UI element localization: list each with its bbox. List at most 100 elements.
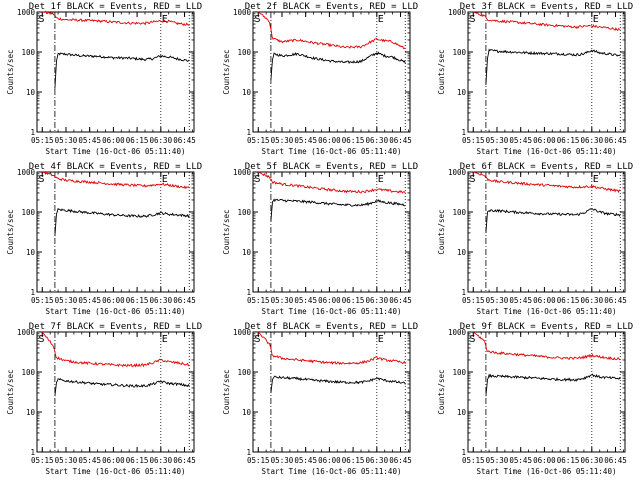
marker-e: E	[378, 334, 384, 345]
x-tick-label: 06:30	[581, 456, 604, 465]
x-tick-label: 06:15	[557, 136, 580, 145]
x-tick-label: 06:30	[366, 136, 389, 145]
y-tick-label: 1	[30, 448, 35, 457]
y-tick-label: 100	[237, 368, 251, 377]
x-tick-label: 05:30	[271, 456, 294, 465]
x-tick-label: 05:30	[271, 136, 294, 145]
y-axis-label: Counts/sec	[6, 49, 15, 94]
y-tick-label: 10	[26, 408, 36, 417]
y-tick-label: 1	[30, 128, 35, 137]
x-tick-label: 05:15	[462, 136, 485, 145]
x-tick-label: 06:00	[318, 456, 341, 465]
x-axis-label: Start Time (16-Oct-06 05:11:40)	[46, 147, 186, 156]
x-tick-label: 06:00	[318, 136, 341, 145]
panel-3: Det 3f BLACK = Events, RED = LLD Counts/s…	[437, 2, 633, 156]
plot-frame	[36, 171, 195, 293]
y-tick-label: 10	[457, 88, 467, 97]
y-tick-label: 100	[237, 48, 251, 57]
marker-e: E	[162, 14, 168, 25]
x-axis-label: Start Time (16-Oct-06 05:11:40)	[262, 467, 402, 476]
y-tick-label: 10	[457, 408, 467, 417]
panel-8: Det 8f BLACK = Events, RED = LLD Counts/s…	[222, 322, 418, 476]
lld-series-line	[473, 331, 621, 361]
panel-7: Det 7f BLACK = Events, RED = LLD Counts/s…	[6, 322, 202, 476]
x-tick-label: 06:15	[342, 296, 365, 305]
x-tick-label: 06:45	[604, 456, 627, 465]
x-tick-label: 05:30	[486, 456, 509, 465]
x-tick-label: 05:15	[31, 136, 54, 145]
x-tick-label: 05:15	[462, 296, 485, 305]
x-tick-label: 06:15	[126, 136, 149, 145]
x-tick-label: 06:00	[533, 456, 556, 465]
panel-title: Det 7f BLACK = Events, RED = LLD	[29, 322, 202, 332]
x-tick-label: 05:30	[55, 456, 78, 465]
x-tick-label: 06:45	[389, 456, 412, 465]
y-tick-label: 1000	[448, 328, 467, 337]
y-tick-label: 1	[461, 288, 466, 297]
y-tick-label: 10	[26, 248, 36, 257]
marker-s: S	[470, 14, 476, 25]
y-axis-label: Counts/sec	[6, 369, 15, 414]
x-tick-label: 05:45	[294, 296, 317, 305]
y-tick-label: 1000	[448, 8, 467, 17]
y-tick-label: 1000	[233, 328, 252, 337]
lld-series-line	[41, 331, 190, 368]
events-series-line	[54, 207, 190, 237]
x-tick-label: 06:00	[102, 136, 125, 145]
y-axis-label: Counts/sec	[222, 369, 231, 414]
x-tick-label: 06:00	[533, 296, 556, 305]
y-axis-label: Counts/sec	[437, 369, 446, 414]
panel-2: Det 2f BLACK = Events, RED = LLD Counts/s…	[222, 2, 418, 156]
x-tick-label: 06:30	[581, 136, 604, 145]
x-tick-label: 06:30	[150, 456, 173, 465]
events-series-line	[270, 375, 406, 393]
panel-title: Det 4f BLACK = Events, RED = LLD	[29, 162, 202, 172]
x-tick-label: 05:45	[78, 296, 101, 305]
x-tick-label: 05:15	[247, 296, 270, 305]
y-tick-label: 1	[246, 288, 251, 297]
panel-title: Det 5f BLACK = Events, RED = LLD	[245, 162, 418, 172]
x-tick-label: 06:45	[604, 296, 627, 305]
plot-frame	[36, 11, 195, 133]
x-tick-label: 06:45	[604, 136, 627, 145]
y-tick-label: 1000	[17, 328, 36, 337]
panel-6: Det 6f BLACK = Events, RED = LLD Counts/s…	[437, 162, 633, 316]
y-tick-label: 1000	[233, 8, 252, 17]
x-tick-label: 06:15	[126, 456, 149, 465]
panel-title: Det 1f BLACK = Events, RED = LLD	[29, 2, 202, 12]
y-tick-label: 100	[21, 48, 35, 57]
y-tick-label: 1000	[448, 168, 467, 177]
y-tick-label: 1	[461, 128, 466, 137]
marker-e: E	[162, 334, 168, 345]
x-tick-label: 05:45	[509, 136, 532, 145]
y-tick-label: 10	[457, 248, 467, 257]
x-tick-label: 05:30	[271, 296, 294, 305]
x-tick-label: 05:45	[78, 456, 101, 465]
panel-4: Det 4f BLACK = Events, RED = LLD Counts/s…	[6, 162, 202, 316]
plot-frame	[252, 171, 411, 293]
plot-frame	[36, 331, 195, 453]
plot-frame	[467, 11, 626, 133]
y-axis-label: Counts/sec	[6, 209, 15, 254]
x-tick-label: 05:45	[509, 296, 532, 305]
x-tick-label: 06:45	[173, 136, 196, 145]
x-tick-label: 05:45	[294, 456, 317, 465]
lld-series-line	[257, 331, 406, 366]
x-tick-label: 06:15	[126, 296, 149, 305]
x-tick-label: 05:15	[247, 136, 270, 145]
x-axis-label: Start Time (16-Oct-06 05:11:40)	[46, 307, 186, 316]
x-tick-label: 05:15	[247, 456, 270, 465]
x-axis-label: Start Time (16-Oct-06 05:11:40)	[477, 307, 617, 316]
marker-s: S	[470, 334, 476, 345]
events-series-line	[485, 373, 621, 397]
marker-s: S	[39, 174, 45, 185]
x-tick-label: 05:30	[55, 296, 78, 305]
y-tick-label: 100	[237, 208, 251, 217]
events-series-line	[270, 51, 406, 81]
marker-e: E	[593, 14, 599, 25]
x-tick-label: 05:15	[31, 456, 54, 465]
x-tick-label: 05:45	[78, 136, 101, 145]
marker-s: S	[255, 14, 261, 25]
marker-e: E	[378, 174, 384, 185]
